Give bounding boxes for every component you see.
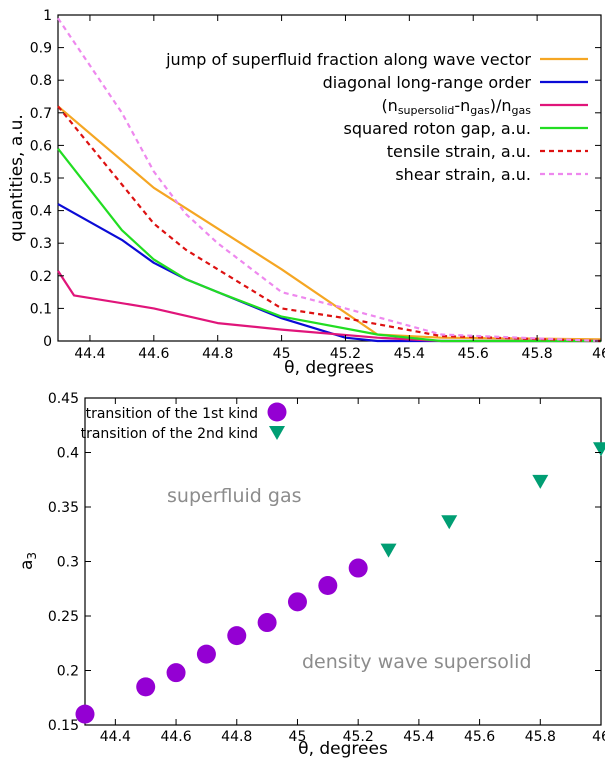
y-tick-label-top: 1 bbox=[43, 8, 52, 24]
plot-frame-bottom bbox=[84, 397, 602, 726]
series-line-4 bbox=[57, 105, 602, 343]
point-second-kind bbox=[441, 515, 458, 530]
x-tick-label-top: 44.8 bbox=[202, 346, 233, 362]
x-tick-label-top: 46 bbox=[592, 346, 605, 362]
x-tick-label-top: 44.4 bbox=[74, 346, 105, 362]
y-tick-label-top: 0.6 bbox=[30, 138, 52, 154]
x-tick-label-top: 44.6 bbox=[138, 346, 169, 362]
legend-label-jump: jump of superfluid fraction along wave v… bbox=[165, 50, 531, 69]
y-tick-label-top: 0.1 bbox=[30, 301, 52, 317]
point-first-kind bbox=[166, 663, 186, 683]
point-first-kind bbox=[348, 558, 368, 578]
legend-top: jump of superfluid fraction along wave v… bbox=[165, 50, 588, 184]
point-first-kind bbox=[227, 626, 247, 646]
x-tick-label-top: 45.6 bbox=[458, 346, 489, 362]
y-tick-label-top: 0.5 bbox=[30, 171, 52, 187]
x-tick-label-bottom: 46 bbox=[592, 729, 605, 745]
x-tick-label-bottom: 44.4 bbox=[100, 729, 131, 745]
y-tick-label-top: 0.7 bbox=[30, 106, 52, 122]
series-line-1 bbox=[57, 203, 601, 343]
series-line-5 bbox=[57, 17, 602, 343]
region-label-density-wave-supersolid: density wave supersolid bbox=[302, 651, 532, 673]
legend-label-shear: shear strain, a.u. bbox=[395, 165, 531, 184]
point-first-kind bbox=[75, 704, 95, 724]
chart-bottom: 44.4 44.6 44.8 45 45.2 45.4 45.6 45.8 46 0.15 0.2 0… bbox=[17, 391, 605, 758]
y-tick-label-bottom: 0.3 bbox=[57, 555, 79, 571]
series-line-0 bbox=[57, 105, 602, 341]
point-first-kind bbox=[136, 677, 156, 697]
y-tick-label-bottom: 0.35 bbox=[48, 500, 79, 516]
legend-label-second-kind: transition of the 2nd kind bbox=[81, 426, 258, 442]
y-axis-label-top: quantities, a.u. bbox=[7, 114, 27, 242]
x-axis-label-bottom: θ, degrees bbox=[298, 739, 388, 758]
legend-label-tensile: tensile strain, a.u. bbox=[387, 142, 531, 161]
y-tick-label-bottom: 0.15 bbox=[48, 718, 79, 734]
x-tick-label-top: 45.4 bbox=[394, 346, 425, 362]
legend-label-density-ratio: (nsupersolid-ngas)/ngas bbox=[381, 96, 531, 117]
x-tick-label-bottom: 45.8 bbox=[525, 729, 556, 745]
y-tick-label-bottom: 0.2 bbox=[57, 664, 79, 680]
y-tick-label-top: 0.9 bbox=[30, 41, 52, 57]
y-tick-label-top: 0.4 bbox=[30, 204, 52, 220]
y-tick-label-bottom: 0.25 bbox=[48, 609, 79, 625]
y-tick-label-bottom: 0.45 bbox=[48, 391, 79, 407]
x-tick-label-bottom: 44.6 bbox=[160, 729, 191, 745]
point-second-kind bbox=[532, 474, 549, 489]
series-line-2 bbox=[57, 270, 601, 343]
legend-bottom: transition of the 1st kind transition of… bbox=[81, 402, 287, 442]
x-axis-label-top: θ, degrees bbox=[284, 358, 374, 378]
y-tick-label-bottom: 0.4 bbox=[57, 446, 79, 462]
y-axis-label-bottom: a3 bbox=[17, 552, 39, 570]
chart-top: 44.4 44.6 44.8 45 45.2 45.4 45.6 45.8 46 0 0.1 0.2 0… bbox=[7, 8, 605, 378]
legend-marker-second-kind bbox=[269, 426, 285, 440]
x-tick-label-bottom: 45 bbox=[289, 729, 307, 745]
x-tick-label-bottom: 45.4 bbox=[403, 729, 434, 745]
x-tick-label-top: 45 bbox=[273, 346, 291, 362]
series-line-3 bbox=[57, 148, 601, 343]
x-tick-label-bottom: 44.8 bbox=[221, 729, 252, 745]
x-tick-label-bottom: 45.2 bbox=[343, 729, 374, 745]
legend-marker-first-kind bbox=[267, 402, 287, 422]
x-tick-label-top: 45.8 bbox=[522, 346, 553, 362]
region-label-superfluid-gas: superfluid gas bbox=[167, 485, 302, 507]
x-tick-label-bottom: 45.6 bbox=[464, 729, 495, 745]
legend-label-diagonal: diagonal long-range order bbox=[323, 73, 532, 92]
legend-label-roton-gap: squared roton gap, a.u. bbox=[344, 119, 531, 138]
point-first-kind bbox=[287, 592, 307, 612]
legend-label-first-kind: transition of the 1st kind bbox=[86, 406, 258, 422]
point-second-kind bbox=[380, 543, 397, 558]
y-tick-label-top: 0 bbox=[43, 334, 52, 350]
y-tick-label-top: 0.8 bbox=[30, 73, 52, 89]
point-first-kind bbox=[318, 575, 338, 595]
point-first-kind bbox=[257, 613, 277, 633]
y-tick-label-top: 0.3 bbox=[30, 236, 52, 252]
x-tick-label-top: 45.2 bbox=[330, 346, 361, 362]
point-second-kind bbox=[593, 442, 605, 457]
point-first-kind bbox=[196, 644, 216, 664]
y-tick-label-top: 0.2 bbox=[30, 269, 52, 285]
